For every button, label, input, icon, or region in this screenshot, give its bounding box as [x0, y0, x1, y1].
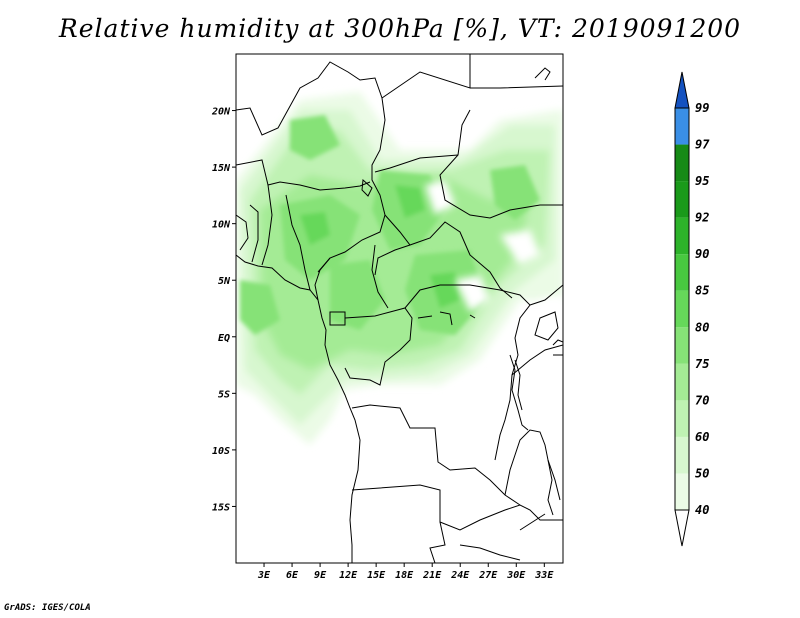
lat-tick-label: 5S: [218, 389, 230, 400]
colorbar-label: 97: [695, 138, 710, 152]
lon-tick-label: 9E: [314, 570, 327, 581]
lon-tick-label: 21E: [422, 570, 442, 581]
colorbar-segment: [675, 254, 689, 291]
colorbar-segment: [675, 217, 689, 255]
colorbar-label: 40: [695, 503, 709, 517]
longitude-axis: 3E 6E 9E 12E 15E 18E 21E 24E 27E 30E 33E: [257, 563, 554, 581]
colorbar-label: 60: [695, 430, 709, 444]
colorbar-segment: [675, 181, 689, 218]
colorbar-label: 92: [695, 211, 709, 225]
country-borders: [236, 54, 563, 563]
colorbar-label: 70: [695, 393, 709, 407]
lat-tick-label: 20N: [211, 107, 231, 118]
colorbar-segment: [675, 400, 689, 437]
lon-tick-label: 15E: [367, 570, 386, 581]
lon-tick-label: 18E: [395, 570, 414, 581]
lon-tick-label: 3E: [257, 570, 271, 581]
colorbar-label: 80: [695, 320, 709, 334]
colorbar-upper-extension: [674, 71, 690, 109]
lat-tick-label: 10N: [212, 220, 231, 231]
colorbar-segment: [675, 108, 689, 145]
lon-tick-label: 12E: [339, 570, 358, 581]
lat-tick-label: EQ: [218, 333, 230, 344]
credit-text: GrADS: IGES/COLA: [4, 603, 91, 613]
lat-tick-label: 15N: [212, 163, 231, 174]
lon-tick-label: 27E: [478, 570, 498, 581]
map-frame: [235, 53, 564, 564]
colorbar-segment: [675, 144, 689, 182]
colorbar-segment: [675, 290, 689, 328]
colorbar-label: 99: [695, 101, 709, 115]
colorbar-label: 95: [695, 174, 709, 188]
lat-tick-label: 10S: [212, 446, 230, 457]
colorbar-lower-extension: [674, 509, 690, 547]
colorbar-segment: [675, 327, 689, 364]
lon-tick-label: 33E: [534, 570, 554, 581]
colorbar: 40 50 60 70 75 80 85 90 92 95 97 99: [674, 71, 710, 547]
lon-tick-label: 24E: [450, 570, 470, 581]
colorbar-label: 50: [695, 466, 709, 480]
map-title: Relative humidity at 300hPa [%], VT: 201…: [58, 14, 742, 43]
lon-tick-label: 6E: [286, 570, 299, 581]
colorbar-label: 90: [695, 247, 709, 261]
colorbar-segment: [675, 473, 689, 510]
latitude-axis: 20N 15N 10N 5N EQ 5S 10S 15S: [211, 107, 236, 513]
colorbar-label: 75: [695, 357, 709, 371]
humidity-field: [236, 92, 563, 445]
colorbar-segment: [675, 436, 689, 474]
colorbar-outline: [674, 107, 690, 511]
colorbar-segment: [675, 363, 689, 401]
lon-tick-label: 30E: [506, 570, 526, 581]
lat-tick-label: 5N: [218, 276, 231, 287]
lat-tick-label: 15S: [212, 502, 230, 513]
colorbar-label: 85: [695, 284, 709, 298]
